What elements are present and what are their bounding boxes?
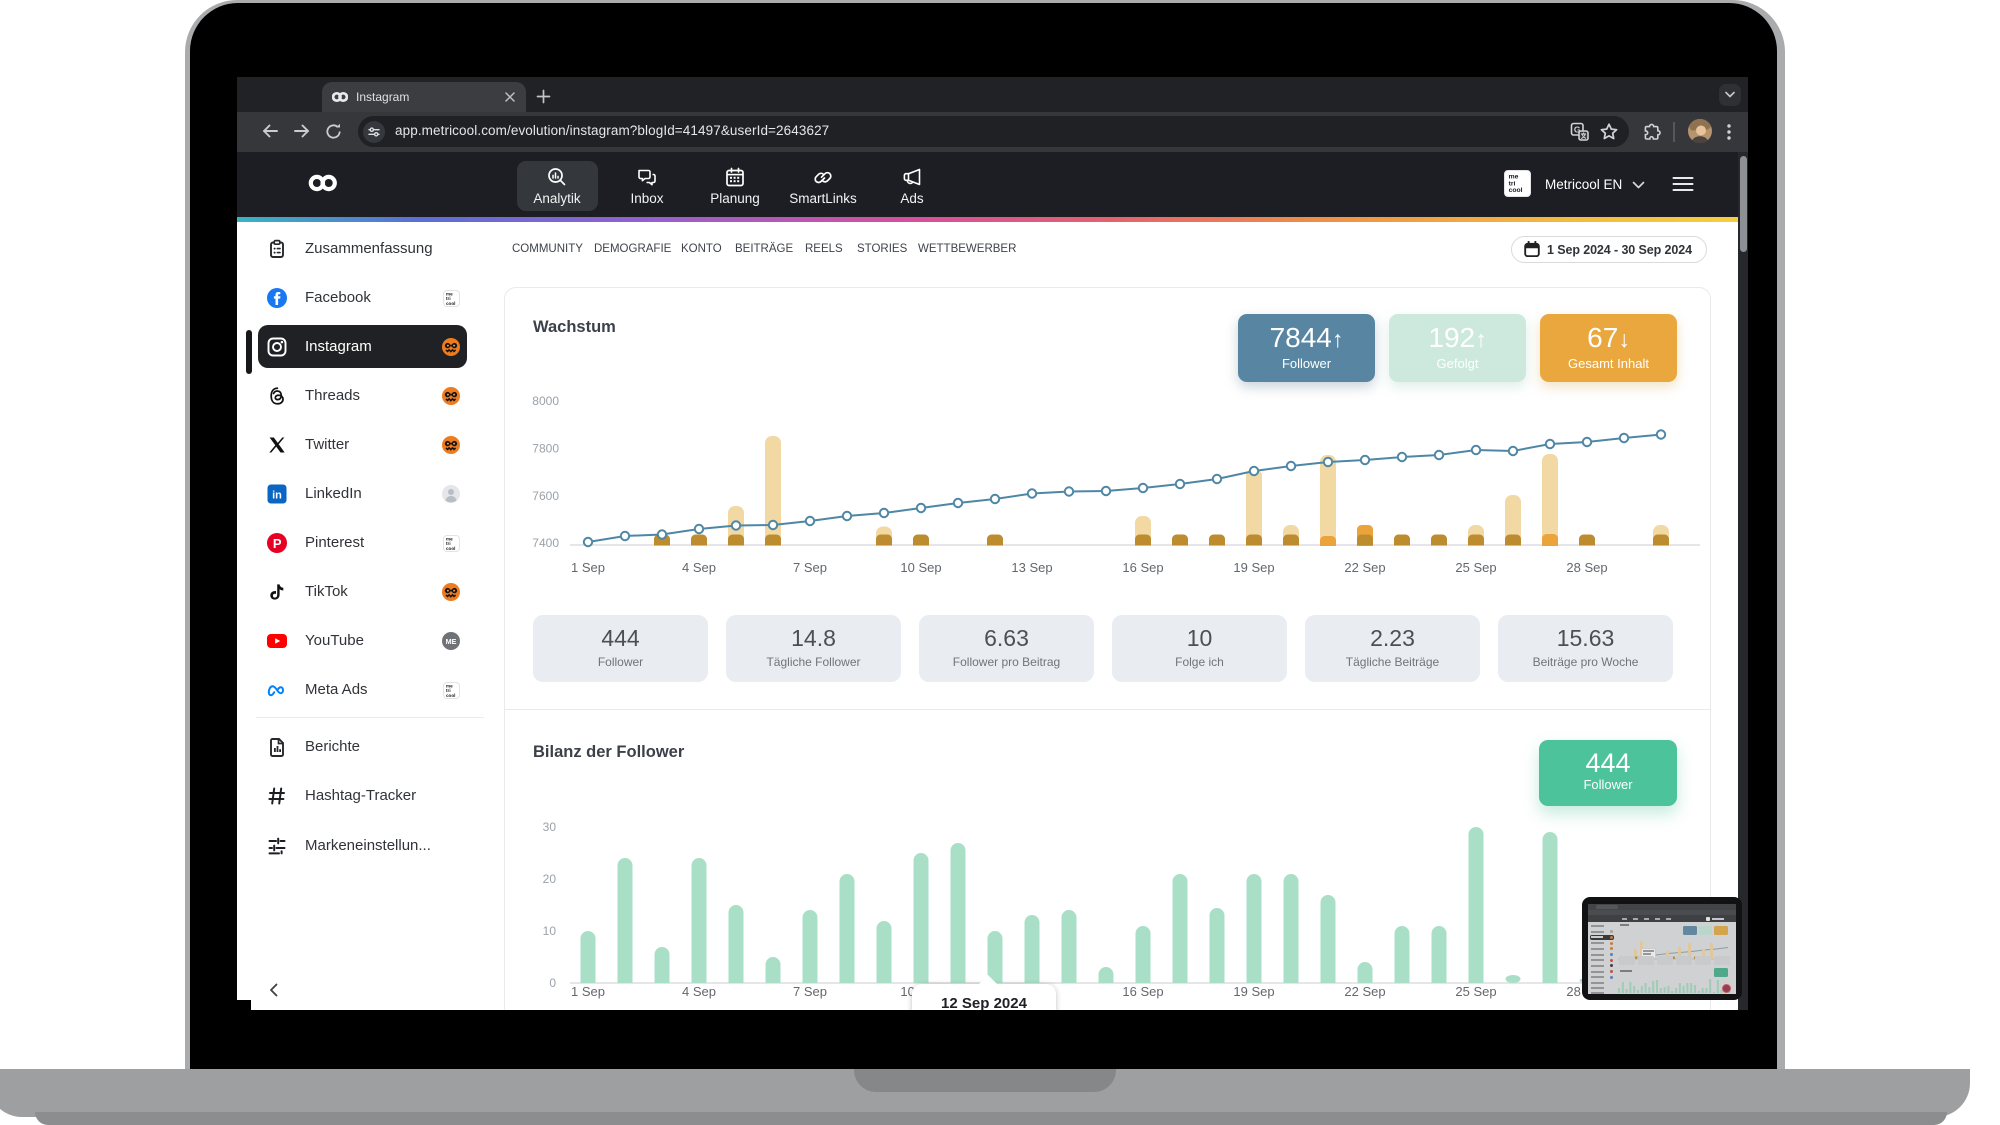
svg-text:me: me [446,683,453,688]
svg-text:7400: 7400 [532,536,559,550]
svg-text:me: me [446,291,453,296]
svg-text:in: in [272,490,282,502]
svg-text:19 Sep: 19 Sep [1233,984,1274,999]
svg-text:cool: cool [446,300,455,305]
svg-text:7 Sep: 7 Sep [793,984,827,999]
svg-text:30: 30 [543,820,557,834]
svg-text:7 Sep: 7 Sep [793,560,827,575]
svg-text:ME: ME [446,637,457,646]
svg-text:7600: 7600 [532,489,559,503]
svg-text:22 Sep: 22 Sep [1344,984,1385,999]
svg-text:22 Sep: 22 Sep [1344,560,1385,575]
svg-text:7800: 7800 [532,442,559,456]
svg-text:P: P [273,536,282,551]
svg-text:G: G [1574,124,1581,134]
svg-text:tri: tri [446,688,451,693]
svg-text:25 Sep: 25 Sep [1455,560,1496,575]
svg-text:8000: 8000 [532,394,559,408]
svg-text:me: me [1509,174,1519,181]
svg-text:25 Sep: 25 Sep [1455,984,1496,999]
svg-text:1 Sep: 1 Sep [571,984,605,999]
svg-text:0: 0 [549,976,556,990]
svg-text:tri: tri [446,296,451,301]
svg-text:13 Sep: 13 Sep [1011,560,1052,575]
svg-text:me: me [446,536,453,541]
svg-text:cool: cool [1509,187,1523,194]
svg-text:16 Sep: 16 Sep [1122,984,1163,999]
svg-text:10 Sep: 10 Sep [900,560,941,575]
svg-text:28 Sep: 28 Sep [1566,560,1607,575]
svg-text:4 Sep: 4 Sep [682,984,716,999]
svg-text:cool: cool [446,545,455,550]
svg-text:4 Sep: 4 Sep [682,560,716,575]
svg-text:16 Sep: 16 Sep [1122,560,1163,575]
svg-text:10: 10 [543,924,557,938]
svg-text:tri: tri [446,541,451,546]
svg-text:20: 20 [543,872,557,886]
svg-text:cool: cool [446,692,455,697]
svg-text:19 Sep: 19 Sep [1233,560,1274,575]
svg-text:tri: tri [1509,180,1516,187]
svg-text:1 Sep: 1 Sep [571,560,605,575]
